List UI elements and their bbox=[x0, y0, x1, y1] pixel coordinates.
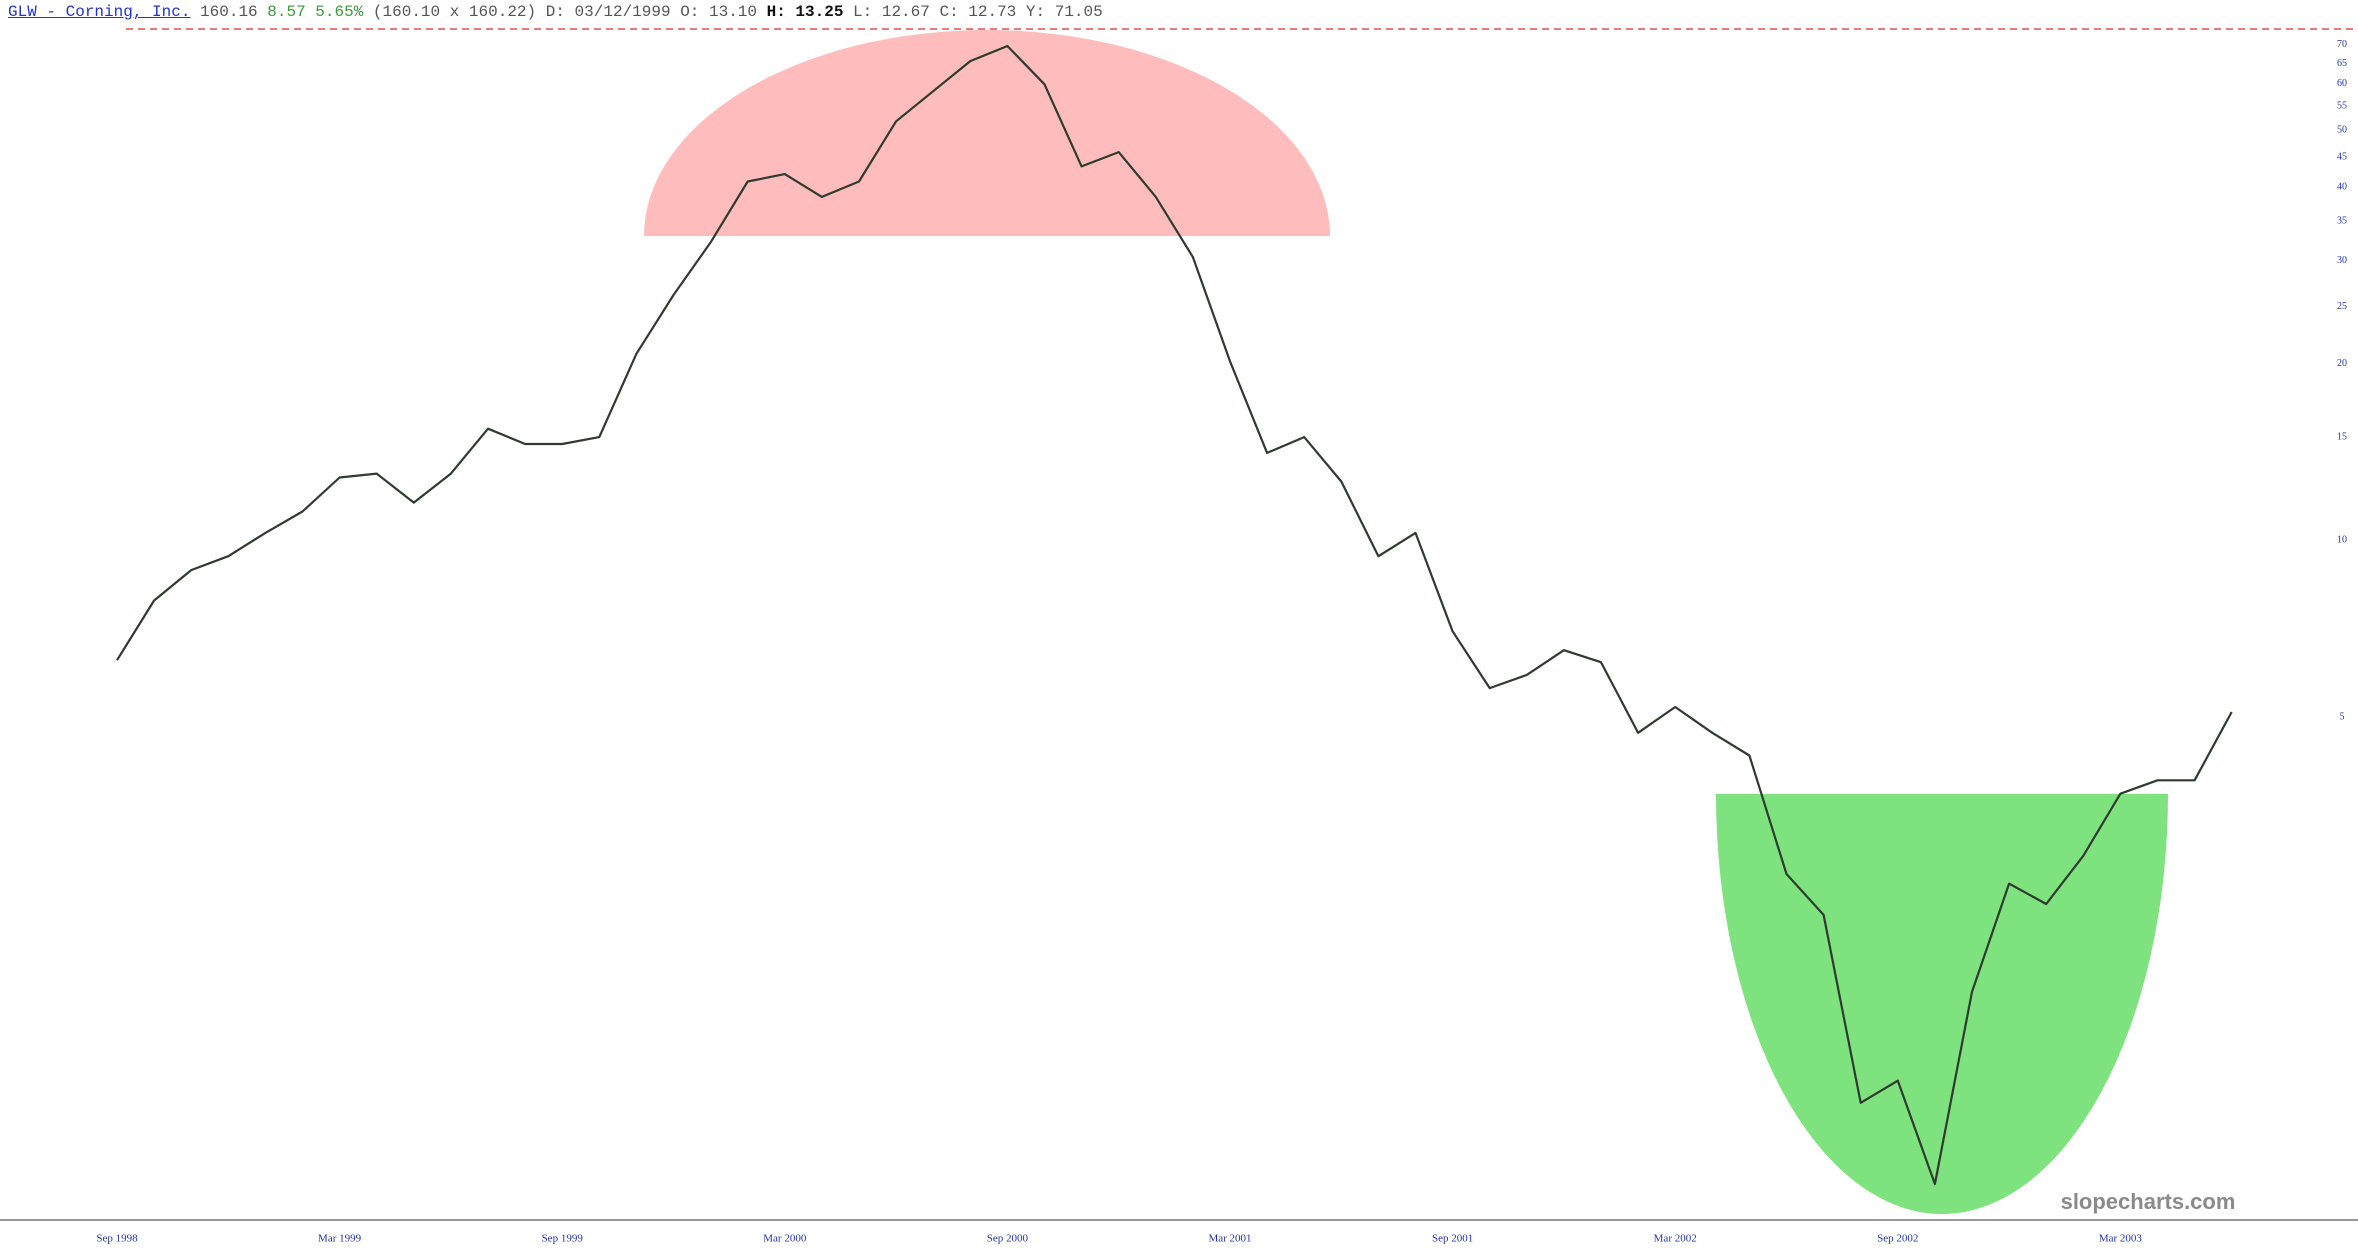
quote-header: GLW - Corning, Inc. 160.16 8.57 5.65% (1… bbox=[8, 3, 1103, 21]
x-tick-label: Sep 1999 bbox=[542, 1233, 584, 1245]
watermark: slopecharts.com bbox=[2061, 1189, 2236, 1214]
y-tick-label: 70 bbox=[2337, 39, 2347, 50]
x-tick-label: Mar 2001 bbox=[1208, 1233, 1251, 1245]
y-tick-label: 65 bbox=[2337, 58, 2347, 69]
price-line bbox=[116, 44, 2233, 1186]
bid-ask: (160.10 x 160.22) bbox=[372, 3, 537, 21]
x-tick-label: Mar 2000 bbox=[763, 1233, 807, 1245]
y-tick-label: 15 bbox=[2337, 431, 2347, 442]
high-label: H: bbox=[766, 3, 786, 21]
high: 13.25 bbox=[795, 3, 844, 21]
x-tick-label: Sep 2002 bbox=[1877, 1233, 1918, 1245]
y-tick-label: 40 bbox=[2337, 181, 2347, 192]
y-tick-label: 45 bbox=[2337, 151, 2347, 162]
date: D: 03/12/1999 bbox=[545, 3, 671, 21]
y-tick-label: 35 bbox=[2337, 215, 2347, 226]
change: 8.57 bbox=[267, 3, 306, 21]
y-tick-label: 20 bbox=[2337, 358, 2347, 369]
low: L: 12.67 bbox=[853, 3, 930, 21]
x-tick-label: Mar 2002 bbox=[1654, 1233, 1697, 1245]
x-tick-label: Sep 2001 bbox=[1432, 1233, 1473, 1245]
bottom-bowl bbox=[1716, 794, 2168, 1214]
y-tick-label: 55 bbox=[2337, 100, 2347, 111]
close: C: 12.73 bbox=[939, 3, 1017, 21]
y-tick-label: 60 bbox=[2337, 78, 2347, 89]
x-tick-label: Sep 1998 bbox=[96, 1233, 138, 1245]
x-tick-label: Mar 1999 bbox=[318, 1233, 362, 1245]
y-tick-label: 10 bbox=[2337, 535, 2347, 546]
y-tick-label: 5 bbox=[2340, 711, 2345, 722]
top-dome bbox=[644, 30, 1330, 236]
last: 160.16 bbox=[200, 3, 258, 21]
x-tick-label: Sep 2000 bbox=[987, 1233, 1029, 1245]
y-value: Y: 71.05 bbox=[1025, 3, 1103, 21]
y-tick-label: 25 bbox=[2337, 301, 2347, 312]
y-tick-label: 50 bbox=[2337, 125, 2347, 136]
y-tick-label: 30 bbox=[2337, 255, 2347, 266]
x-tick-label: Mar 2003 bbox=[2099, 1233, 2143, 1245]
symbol-link[interactable]: GLW - Corning, Inc. bbox=[8, 3, 191, 21]
open: O: 13.10 bbox=[680, 3, 757, 21]
change-pct: 5.65% bbox=[315, 3, 364, 21]
